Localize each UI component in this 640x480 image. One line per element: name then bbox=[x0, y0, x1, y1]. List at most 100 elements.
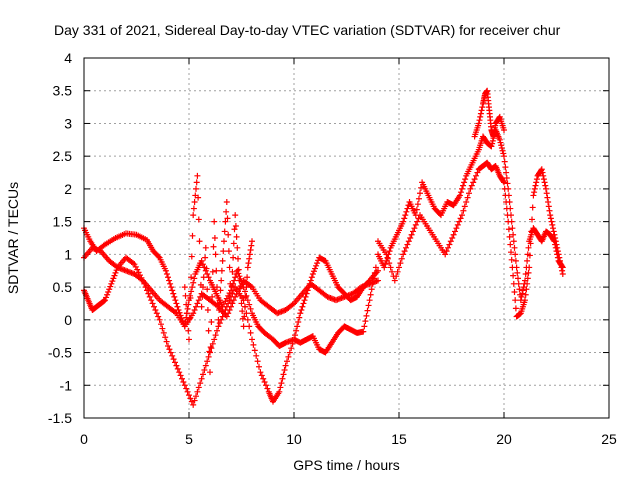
data-point bbox=[209, 268, 216, 275]
data-point bbox=[230, 254, 237, 261]
data-point bbox=[503, 199, 510, 205]
data-point bbox=[246, 301, 253, 308]
data-point bbox=[153, 310, 160, 317]
data-point bbox=[166, 346, 173, 353]
data-point bbox=[212, 251, 219, 258]
data-point bbox=[413, 206, 420, 213]
data-point bbox=[360, 328, 367, 335]
data-point bbox=[197, 260, 204, 267]
data-point bbox=[381, 264, 388, 271]
data-point bbox=[239, 308, 246, 315]
data-point bbox=[511, 244, 518, 251]
data-point bbox=[166, 277, 173, 284]
x-tick-label: 5 bbox=[185, 431, 193, 447]
data-point bbox=[471, 176, 478, 183]
data-point bbox=[401, 215, 408, 222]
data-point bbox=[408, 231, 415, 238]
data-point bbox=[546, 207, 553, 214]
data-point bbox=[104, 291, 111, 298]
data-point bbox=[461, 179, 468, 186]
data-point bbox=[245, 260, 252, 267]
data-point bbox=[393, 273, 400, 280]
data-point bbox=[304, 287, 311, 294]
data-point bbox=[142, 284, 149, 291]
data-point bbox=[278, 380, 285, 387]
data-point bbox=[112, 269, 119, 276]
data-point bbox=[200, 261, 206, 268]
data-point bbox=[225, 231, 232, 238]
data-point bbox=[387, 264, 394, 271]
data-point bbox=[263, 382, 269, 389]
data-point bbox=[195, 216, 202, 223]
data-point bbox=[232, 212, 239, 219]
data-point bbox=[456, 192, 463, 199]
data-point bbox=[187, 295, 194, 301]
data-point bbox=[557, 261, 564, 268]
data-point bbox=[460, 207, 467, 214]
data-point bbox=[300, 300, 307, 307]
data-point bbox=[511, 289, 518, 295]
data-point bbox=[475, 120, 482, 127]
data-point bbox=[404, 241, 411, 248]
x-tick-label: 0 bbox=[80, 431, 88, 447]
data-point bbox=[189, 232, 196, 239]
data-point bbox=[162, 267, 169, 274]
data-point bbox=[148, 297, 155, 304]
data-point bbox=[162, 334, 169, 341]
data-point bbox=[500, 150, 507, 157]
data-point bbox=[457, 189, 464, 196]
data-point bbox=[542, 182, 549, 189]
data-point bbox=[171, 293, 178, 300]
data-point bbox=[557, 257, 563, 264]
data-point bbox=[149, 300, 156, 307]
data-point bbox=[139, 277, 146, 284]
data-point bbox=[193, 393, 199, 400]
data-point bbox=[293, 327, 300, 334]
data-point bbox=[246, 255, 253, 262]
data-point bbox=[297, 310, 304, 317]
data-point bbox=[367, 291, 374, 298]
data-point bbox=[501, 127, 507, 133]
data-point bbox=[384, 255, 391, 262]
data-point bbox=[141, 280, 148, 287]
data-point bbox=[459, 212, 465, 219]
data-point bbox=[198, 375, 205, 382]
data-point bbox=[190, 401, 197, 408]
data-point bbox=[224, 215, 231, 222]
data-point bbox=[242, 293, 249, 300]
data-point bbox=[221, 228, 228, 235]
data-point bbox=[174, 303, 181, 310]
data-point bbox=[508, 249, 514, 256]
data-point bbox=[200, 371, 206, 378]
data-point bbox=[225, 248, 232, 255]
data-point bbox=[510, 231, 517, 238]
data-point bbox=[522, 271, 529, 277]
data-points bbox=[81, 87, 566, 408]
data-point bbox=[208, 319, 215, 325]
data-point bbox=[213, 267, 220, 274]
data-point bbox=[193, 185, 199, 192]
data-point bbox=[257, 369, 264, 376]
data-point bbox=[109, 278, 116, 285]
data-point bbox=[220, 248, 227, 255]
data-point bbox=[230, 287, 237, 294]
x-axis-ticks: 0 5 10 15 20 25 bbox=[80, 58, 617, 447]
y-tick-label: 0 bbox=[64, 312, 72, 328]
data-point bbox=[246, 323, 253, 330]
data-point bbox=[167, 349, 174, 356]
data-point bbox=[411, 225, 418, 232]
data-point bbox=[400, 251, 407, 258]
data-point bbox=[206, 348, 213, 355]
data-point bbox=[188, 253, 195, 260]
data-point bbox=[294, 323, 301, 330]
data-point bbox=[230, 240, 237, 247]
data-point bbox=[457, 215, 464, 222]
series-track-a bbox=[81, 225, 379, 356]
data-point bbox=[107, 283, 114, 290]
data-point bbox=[512, 257, 519, 264]
data-point bbox=[172, 359, 178, 366]
data-point bbox=[204, 358, 211, 365]
data-point bbox=[548, 218, 555, 225]
data-point bbox=[301, 297, 308, 304]
data-point bbox=[307, 277, 314, 284]
